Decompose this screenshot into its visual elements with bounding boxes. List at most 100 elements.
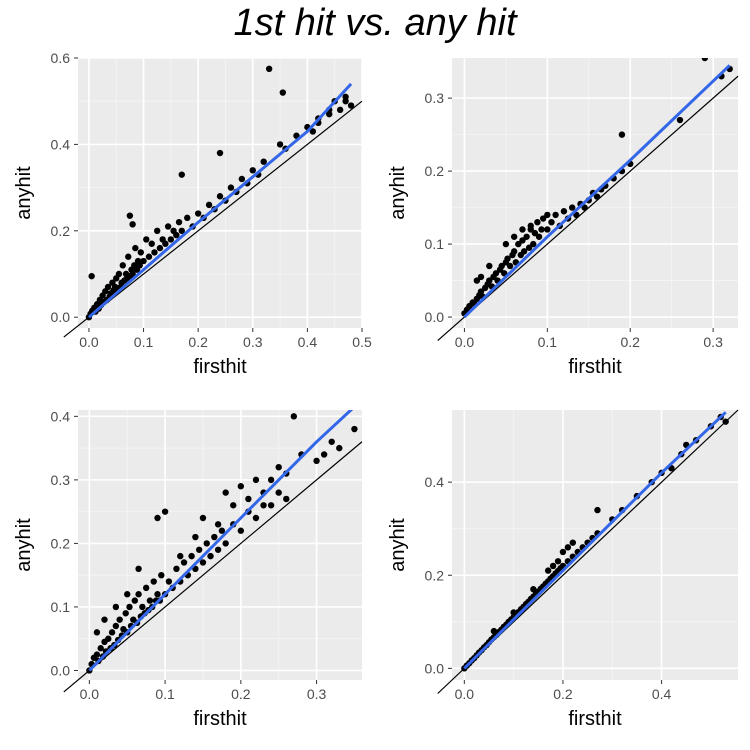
data-point xyxy=(146,597,154,604)
data-point xyxy=(158,571,165,579)
data-point xyxy=(535,233,543,240)
data-point xyxy=(618,131,626,138)
data-point xyxy=(143,236,150,243)
data-point xyxy=(504,255,511,262)
data-point xyxy=(216,193,224,200)
data-point xyxy=(279,89,287,96)
data-point xyxy=(328,438,335,445)
x-axis-title: firsthit xyxy=(568,708,622,730)
data-point xyxy=(105,635,112,642)
y-axis-title: anyhit xyxy=(387,166,409,220)
y-tick-label: 0.0 xyxy=(425,309,445,325)
data-point xyxy=(560,208,568,215)
data-point xyxy=(192,533,199,541)
data-point xyxy=(173,565,180,573)
y-axis-title: anyhit xyxy=(13,166,35,220)
data-point xyxy=(492,270,500,277)
data-point xyxy=(676,116,684,124)
x-tick-label: 0.5 xyxy=(352,334,372,350)
y-tick-label: 0.2 xyxy=(51,535,71,551)
x-tick-label: 0.2 xyxy=(188,334,208,350)
data-point xyxy=(336,444,343,452)
data-point xyxy=(148,240,155,247)
data-point xyxy=(351,425,358,433)
data-point xyxy=(506,262,514,270)
x-tick-label: 0.3 xyxy=(307,686,327,702)
data-point xyxy=(539,215,547,222)
data-point xyxy=(544,211,551,219)
data-point xyxy=(265,65,273,73)
y-tick-label: 0.0 xyxy=(425,660,445,676)
data-point xyxy=(530,240,537,248)
data-point xyxy=(188,552,195,560)
x-tick-label: 0.1 xyxy=(155,686,175,702)
data-point xyxy=(554,558,562,565)
x-axis-title: firsthit xyxy=(193,708,247,730)
data-point xyxy=(275,463,282,471)
data-point xyxy=(564,544,572,551)
data-point xyxy=(222,540,229,547)
data-point xyxy=(593,193,601,200)
data-point xyxy=(544,226,551,233)
data-point xyxy=(156,244,164,252)
data-point xyxy=(108,629,116,636)
data-point xyxy=(112,603,120,611)
data-point xyxy=(161,508,169,515)
x-tick-label: 0.4 xyxy=(652,686,672,702)
data-point xyxy=(151,249,158,256)
data-point xyxy=(313,457,320,465)
data-point xyxy=(701,58,709,62)
data-point xyxy=(194,210,202,217)
data-point xyxy=(320,451,328,458)
data-point xyxy=(309,128,317,135)
data-point xyxy=(283,495,290,503)
identity-line-group xyxy=(63,441,363,693)
data-point xyxy=(548,218,555,226)
data-point xyxy=(136,262,143,269)
x-tick-label: 0.2 xyxy=(231,686,251,702)
data-point xyxy=(137,249,145,256)
data-point xyxy=(214,521,222,528)
x-tick-label: 0.2 xyxy=(553,686,573,702)
smooth-line xyxy=(87,82,353,319)
data-point xyxy=(525,244,533,251)
y-tick-label: 0.6 xyxy=(51,50,71,66)
data-point xyxy=(569,539,577,546)
x-tick-label: 0.0 xyxy=(455,334,475,350)
data-point xyxy=(502,240,510,248)
data-point xyxy=(150,578,157,585)
data-point xyxy=(538,226,545,233)
data-point xyxy=(162,240,169,247)
data-point xyxy=(104,283,112,291)
data-point xyxy=(93,651,101,658)
y-tick-label: 0.2 xyxy=(425,163,445,179)
data-point xyxy=(116,616,123,623)
data-point xyxy=(178,171,185,178)
figure-title: 1st hit vs. any hit xyxy=(233,2,517,44)
chart-panel-3: 0.0 0.1 0.2 0.3 0.0 0.1 0.2 0.3 0.4 firsthit anyhi… xyxy=(13,408,363,730)
data-point xyxy=(275,489,282,496)
data-point xyxy=(195,546,203,553)
data-point xyxy=(203,540,210,547)
chart-panel-2: 0.0 0.1 0.2 0.3 0.0 0.1 0.2 0.3 firsthit anyhit xyxy=(387,58,739,378)
data-point xyxy=(126,603,133,611)
data-point xyxy=(519,237,526,244)
data-point xyxy=(165,578,173,585)
chart-panel-4: 0.0 0.2 0.4 0.0 0.2 0.4 firsthit anyhit xyxy=(387,409,739,730)
identity-line xyxy=(63,441,363,693)
data-point xyxy=(510,609,517,616)
x-tick-label: 0.1 xyxy=(134,334,154,350)
data-point xyxy=(515,240,522,248)
data-point xyxy=(173,231,180,239)
data-point xyxy=(222,489,229,496)
data-point xyxy=(544,567,552,574)
y-tick-label: 0.3 xyxy=(51,472,71,488)
data-point xyxy=(180,559,188,566)
smooth-line xyxy=(463,64,731,319)
data-point xyxy=(594,506,601,514)
data-point xyxy=(260,158,267,165)
x-tick-label: 0.3 xyxy=(243,334,263,350)
data-point xyxy=(490,627,498,635)
data-point xyxy=(238,175,246,183)
data-point xyxy=(88,272,95,280)
